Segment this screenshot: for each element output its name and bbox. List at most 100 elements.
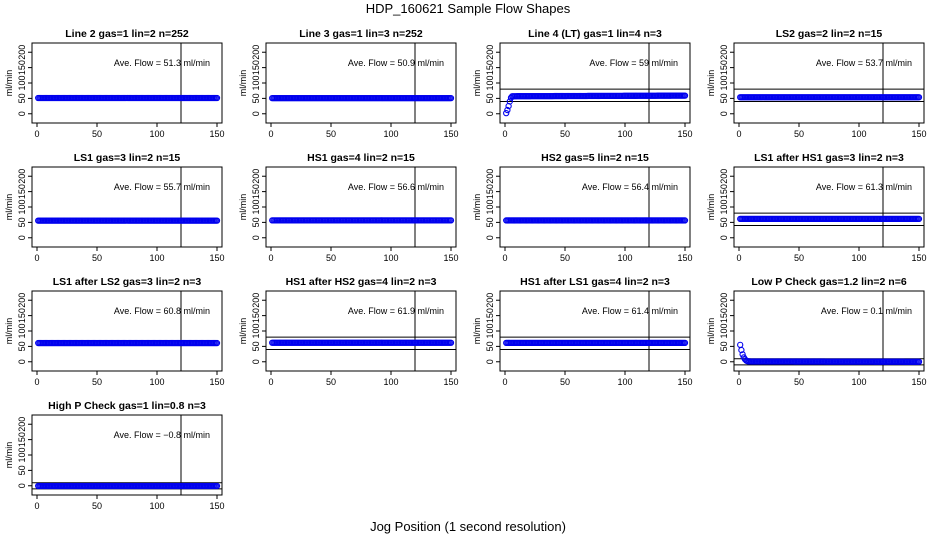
- y-axis-label: ml/min: [4, 70, 14, 97]
- panel-title: HS1 after LS1 gas=4 lin=2 n=3: [520, 276, 670, 288]
- data-point: [447, 339, 455, 346]
- panel-12: High P Check gas=1 lin=0.8 n=3 ml/min 0 50 1…: [4, 400, 225, 511]
- x-tick-label: 50: [794, 377, 804, 387]
- x-tick-label: 150: [209, 377, 224, 387]
- y-tick-label: 0: [17, 359, 27, 364]
- y-tick-label: 200: [17, 169, 27, 184]
- y-tick-label: 0: [485, 359, 495, 364]
- x-tick-label: 100: [149, 129, 164, 139]
- panel-title: High P Check gas=1 lin=0.8 n=3: [48, 400, 206, 412]
- y-tick-label: 0: [485, 235, 495, 240]
- panel-title: HS1 gas=4 lin=2 n=15: [307, 152, 415, 164]
- data-point: [681, 339, 689, 347]
- y-tick-label: 150: [17, 308, 27, 323]
- x-tick-label: 150: [209, 501, 224, 511]
- y-tick-label: 0: [485, 111, 495, 116]
- y-tick-label: 0: [251, 359, 261, 364]
- panel-title: Low P Check gas=1.2 lin=2 n=6: [751, 276, 906, 288]
- y-tick-label: 50: [485, 217, 495, 227]
- y-tick-label: 100: [17, 447, 27, 462]
- panel-title: LS2 gas=2 lin=2 n=15: [776, 28, 883, 40]
- data-point: [915, 358, 923, 365]
- y-tick-label: 100: [719, 75, 729, 90]
- x-tick-label: 100: [149, 377, 164, 387]
- y-tick-label: 0: [17, 235, 27, 240]
- y-axis-label: ml/min: [238, 318, 248, 345]
- data-point: [739, 351, 746, 358]
- y-tick-label: 50: [485, 341, 495, 351]
- y-tick-label: 0: [719, 235, 729, 240]
- x-tick-label: 50: [560, 377, 570, 387]
- data-point: [447, 94, 455, 102]
- x-tick-label: 50: [794, 253, 804, 263]
- y-tick-label: 50: [251, 341, 261, 351]
- x-tick-label: 0: [34, 377, 39, 387]
- panel-title: LS1 after LS2 gas=3 lin=2 n=3: [53, 276, 202, 288]
- data-point: [681, 92, 689, 99]
- y-tick-label: 50: [17, 217, 27, 227]
- y-tick-label: 150: [251, 60, 261, 75]
- y-tick-label: 100: [485, 199, 495, 214]
- y-tick-label: 200: [719, 293, 729, 308]
- ave-flow-annotation: Ave. Flow = 51.3 ml/min: [114, 58, 210, 68]
- x-tick-label: 150: [209, 253, 224, 263]
- data-point: [213, 94, 221, 102]
- ave-flow-annotation: Ave. Flow = 60.8 ml/min: [114, 306, 210, 316]
- panel-title: Line 3 gas=1 lin=3 n=252: [299, 28, 423, 40]
- x-tick-label: 100: [383, 253, 398, 263]
- y-tick-label: 100: [719, 323, 729, 338]
- y-tick-label: 50: [719, 217, 729, 227]
- y-axis-label: ml/min: [706, 194, 716, 221]
- y-tick-label: 150: [17, 184, 27, 199]
- y-tick-label: 200: [251, 293, 261, 308]
- ave-flow-annotation: Ave. Flow = 61.3 ml/min: [816, 182, 912, 192]
- x-tick-label: 0: [34, 501, 39, 511]
- y-axis-label: ml/min: [472, 194, 482, 221]
- ave-flow-annotation: Ave. Flow = 59 ml/min: [589, 58, 678, 68]
- y-tick-label: 50: [251, 217, 261, 227]
- ave-flow-annotation: Ave. Flow = 53.7 ml/min: [816, 58, 912, 68]
- x-tick-label: 50: [92, 253, 102, 263]
- x-tick-label: 150: [443, 377, 458, 387]
- y-tick-label: 200: [719, 169, 729, 184]
- plot-box: [265, 166, 457, 248]
- y-tick-label: 150: [485, 308, 495, 323]
- plot-box: [499, 290, 691, 372]
- x-tick-label: 50: [92, 377, 102, 387]
- ave-flow-annotation: Ave. Flow = 61.4 ml/min: [582, 306, 678, 316]
- x-axis-title: Jog Position (1 second resolution): [370, 519, 566, 534]
- x-tick-label: 0: [268, 253, 273, 263]
- y-tick-label: 150: [719, 308, 729, 323]
- panel-title: Line 2 gas=1 lin=2 n=252: [65, 28, 189, 40]
- ave-flow-annotation: Ave. Flow = 50.9 ml/min: [348, 58, 444, 68]
- ave-flow-annotation: Ave. Flow = 61.9 ml/min: [348, 306, 444, 316]
- data-point: [915, 215, 923, 223]
- y-tick-label: 200: [17, 417, 27, 432]
- data-point: [737, 341, 744, 348]
- plot-box: [499, 166, 691, 248]
- plot-box: [31, 166, 223, 248]
- y-tick-label: 200: [17, 45, 27, 60]
- ave-flow-annotation: Ave. Flow = 56.4 ml/min: [582, 182, 678, 192]
- panel-10: HS1 after LS1 gas=4 lin=2 n=3 ml/min 0 50 10…: [472, 276, 693, 387]
- y-tick-label: 100: [719, 199, 729, 214]
- y-tick-label: 100: [17, 199, 27, 214]
- x-tick-label: 0: [736, 253, 741, 263]
- data-point: [681, 217, 689, 224]
- x-tick-label: 50: [92, 129, 102, 139]
- plot-box: [733, 42, 925, 124]
- x-tick-label: 0: [268, 377, 273, 387]
- ave-flow-annotation: Ave. Flow = −0.8 ml/min: [114, 430, 210, 440]
- x-tick-label: 100: [617, 129, 632, 139]
- x-tick-label: 150: [677, 129, 692, 139]
- y-tick-label: 100: [17, 323, 27, 338]
- ave-flow-annotation: Ave. Flow = 56.6 ml/min: [348, 182, 444, 192]
